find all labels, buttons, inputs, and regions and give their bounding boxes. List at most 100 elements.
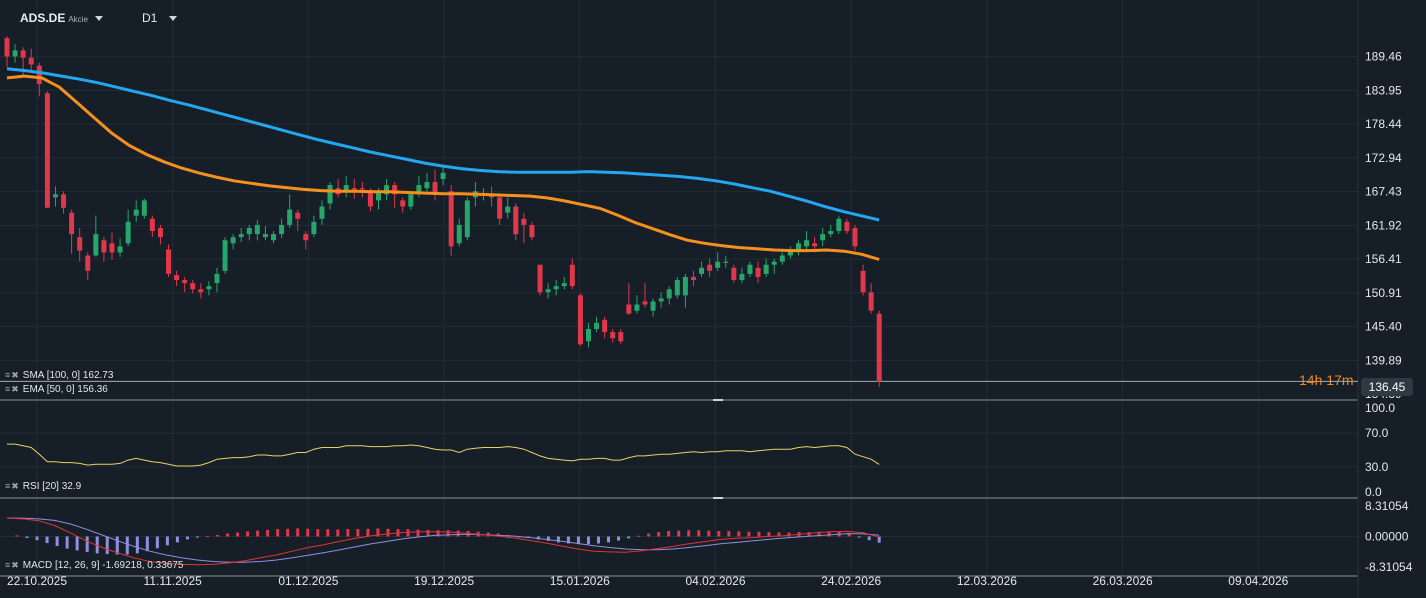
- macd-histogram-bar: [697, 530, 701, 537]
- macd-histogram-bar: [787, 532, 791, 537]
- rsi-legend-text: RSI [20] 32.9: [22, 481, 82, 492]
- x-tick-label: 09.04.2026: [1228, 574, 1288, 588]
- x-tick-label: 19.12.2025: [414, 574, 474, 588]
- macd-histogram-bar: [687, 530, 691, 537]
- candle-body: [36, 65, 42, 85]
- macd-histogram-bar: [115, 536, 119, 555]
- candle-body: [707, 264, 713, 271]
- macd-histogram-bar: [65, 536, 69, 549]
- candles: [4, 36, 882, 388]
- macd-histogram-bar: [266, 529, 270, 537]
- candle-body: [747, 264, 753, 274]
- candle-body: [61, 194, 67, 208]
- candle-body: [456, 224, 462, 244]
- interval-selector[interactable]: D1: [142, 11, 178, 25]
- candle-body: [844, 221, 850, 232]
- macd-histogram-bar: [747, 531, 751, 537]
- macd-histogram-bar: [757, 531, 761, 537]
- candle-body: [141, 200, 147, 216]
- candle-body: [246, 227, 252, 235]
- macd-histogram-bar: [607, 536, 611, 543]
- rsi-tick-label: 100.0: [1365, 401, 1395, 415]
- settings-close-icon[interactable]: ≡✖: [5, 370, 20, 380]
- candle-body: [642, 301, 648, 305]
- macd-histogram-bar: [75, 536, 79, 551]
- interval-label: D1: [142, 11, 158, 25]
- candle-body: [190, 283, 196, 290]
- candle-body: [311, 221, 317, 235]
- rsi-line: [7, 443, 880, 467]
- macd-histogram-bar: [727, 530, 731, 537]
- candle-body: [44, 93, 50, 208]
- macd-histogram-bar: [647, 533, 651, 537]
- price-tick-label: 183.95: [1365, 83, 1402, 97]
- x-tick-label: 22.10.2025: [7, 574, 67, 588]
- candle-body: [367, 191, 373, 207]
- macd-histogram-bar: [175, 536, 179, 543]
- candle-body: [690, 276, 696, 281]
- candle-body: [771, 261, 777, 265]
- candle-body: [658, 298, 664, 302]
- settings-close-icon[interactable]: ≡✖: [5, 560, 20, 570]
- macd-histogram-bar: [125, 536, 129, 555]
- x-tick-label: 04.02.2026: [685, 574, 745, 588]
- candle-body: [569, 264, 575, 287]
- candle-body: [537, 264, 543, 293]
- price-tick-label: 167.43: [1365, 185, 1402, 199]
- candle-body: [674, 280, 680, 296]
- candle-body: [432, 182, 438, 195]
- settings-close-icon[interactable]: ≡✖: [5, 384, 20, 394]
- rsi-tick-label: 0.0: [1365, 485, 1382, 499]
- symbol-selector[interactable]: ADS.DE Akcie: [20, 11, 103, 25]
- pane-resize-handle: [713, 497, 723, 499]
- rsi-pane: [7, 443, 880, 467]
- macd-histogram-bar: [677, 530, 681, 537]
- candle-body: [723, 261, 729, 263]
- rsi-legend[interactable]: ≡✖ RSI [20] 32.9: [5, 481, 81, 492]
- candle-body: [28, 57, 34, 65]
- ema-legend[interactable]: ≡✖ EMA [50, 0] 156.36: [5, 384, 108, 395]
- price-tick-label: 161.92: [1365, 218, 1402, 232]
- macd-histogram-bar: [847, 532, 851, 537]
- candle-body: [109, 243, 115, 253]
- x-tick-label: 01.12.2025: [278, 574, 338, 588]
- candle-body: [262, 234, 268, 238]
- candle-body: [650, 301, 656, 311]
- settings-close-icon[interactable]: ≡✖: [5, 481, 20, 491]
- macd-histogram-bar: [576, 536, 580, 545]
- timer-minutes: 17: [1326, 372, 1342, 388]
- macd-tick-label: 0.00000: [1365, 530, 1409, 544]
- macd-legend[interactable]: ≡✖ MACD [12, 26, 9] -1.69218, 0.33675: [5, 560, 183, 571]
- macd-histogram-bar: [777, 532, 781, 537]
- candle-body: [448, 191, 454, 247]
- macd-histogram-bar: [25, 536, 29, 538]
- candle-body: [375, 191, 381, 201]
- chevron-down-icon: [94, 16, 103, 22]
- macd-histogram-bar: [236, 532, 240, 537]
- candle-body: [174, 275, 180, 281]
- candle-body: [327, 185, 333, 204]
- candle-body: [69, 212, 75, 235]
- candle-body: [182, 280, 188, 284]
- macd-histogram-bar: [226, 533, 230, 537]
- macd-histogram-bar: [456, 530, 460, 537]
- candle-body: [279, 224, 285, 235]
- axes: 22.10.2025 11.11.2025 01.12.2025 19.12.2025…: [7, 50, 1413, 588]
- macd-histogram-bar: [145, 536, 149, 552]
- sma-legend[interactable]: ≡✖ SMA [100, 0] 162.73: [5, 370, 113, 381]
- macd-histogram-bar: [356, 529, 360, 537]
- candle-body: [739, 273, 745, 281]
- candle-body: [133, 209, 139, 216]
- candle-body: [852, 227, 858, 247]
- macd-histogram-bar: [586, 536, 590, 545]
- macd-tick-label: 8.31054: [1365, 499, 1409, 513]
- candle-body: [125, 221, 131, 244]
- candle-body: [166, 249, 172, 274]
- candle-body: [763, 264, 769, 274]
- x-tick-label: 24.02.2026: [821, 574, 881, 588]
- candle-body: [553, 286, 559, 290]
- candle-body: [384, 185, 390, 195]
- price-tick-label: 178.44: [1365, 117, 1402, 131]
